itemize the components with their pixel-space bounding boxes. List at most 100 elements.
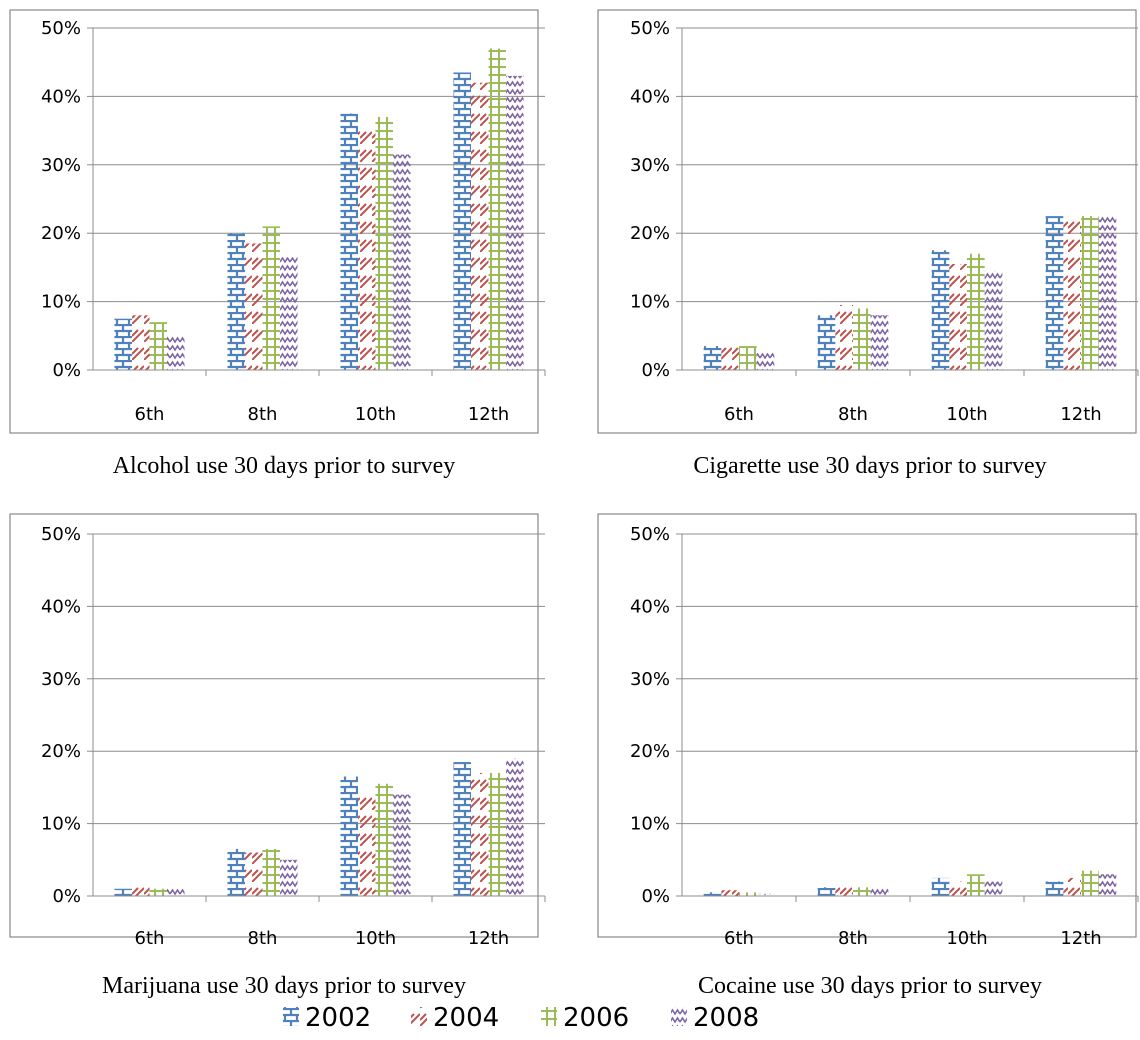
bar-12th-2008 (506, 758, 524, 896)
bar-10th-2008 (393, 794, 411, 896)
bar-6th-2008 (167, 335, 185, 370)
y-tick-label: 0% (52, 886, 81, 907)
chart-frame (9, 513, 539, 938)
bar-8th-2008 (870, 315, 889, 370)
legend-swatch (671, 1007, 687, 1026)
legend-label: 2002 (305, 1003, 371, 1033)
bar-6th-2004 (131, 315, 150, 370)
bar-10th-2008 (393, 154, 411, 370)
x-tick-label: 12th (468, 928, 509, 949)
y-tick-label: 10% (630, 814, 670, 835)
y-tick-label: 40% (41, 596, 81, 617)
legend-entry-2004: 2004 (411, 1003, 499, 1033)
bar-10th-2002 (931, 250, 950, 370)
x-tick-label: 8th (838, 404, 868, 425)
bar-12th-2006 (488, 48, 507, 371)
bar-8th-2006 (853, 308, 871, 370)
bar-8th-2004 (244, 852, 263, 896)
chart-title: Cocaine use 30 days prior to survey (698, 973, 1042, 999)
bar-12th-2006 (1081, 216, 1099, 370)
bar-6th-2004 (721, 342, 739, 370)
bar-8th-2002 (817, 887, 836, 896)
bar-12th-2008 (1098, 874, 1117, 896)
x-tick-label: 12th (1060, 928, 1101, 949)
y-tick-label: 20% (41, 741, 81, 762)
bar-10th-2002 (340, 776, 358, 896)
bar-12th-2006 (488, 772, 507, 896)
y-tick-label: 20% (630, 741, 670, 762)
bar-6th-2006 (149, 888, 168, 896)
bar-10th-2002 (340, 113, 358, 370)
bar-6th-2008 (756, 352, 775, 370)
bar-8th-2004 (835, 305, 853, 370)
y-tick-label: 30% (630, 669, 670, 690)
bar-10th-2008 (984, 881, 1003, 896)
x-tick-label: 10th (946, 928, 987, 949)
bar-8th-2008 (280, 859, 298, 896)
chart-panel-2: 0% 10% 20% 30% 40% 50% 6th 8th 10th 12th Cigarette… (597, 9, 1139, 479)
bar-12th-2004 (1063, 219, 1081, 370)
charts-layer: 0% 10% 20% 30% 40% 50% 6th 8th 10th 12th Alcohol u… (9, 9, 1139, 999)
bar-10th-2006 (967, 253, 985, 370)
x-tick-label: 8th (248, 404, 278, 425)
legend-swatch (411, 1007, 427, 1026)
x-tick-label: 10th (946, 404, 987, 425)
bar-10th-2006 (375, 116, 394, 370)
chart-title: Alcohol use 30 days prior to survey (113, 453, 456, 479)
x-tick-label: 10th (355, 404, 396, 425)
bar-12th-2004 (470, 82, 489, 370)
bar-10th-2006 (967, 874, 985, 896)
legend-swatch (283, 1007, 299, 1026)
bar-6th-2002 (703, 892, 722, 896)
x-tick-label: 10th (355, 928, 396, 949)
y-tick-label: 40% (630, 596, 670, 617)
bar-8th-2002 (817, 315, 836, 370)
y-tick-label: 10% (41, 814, 81, 835)
bar-8th-2006 (853, 887, 871, 896)
y-tick-label: 40% (630, 86, 670, 107)
bar-12th-2002 (453, 762, 471, 896)
legend: 2002 2004 2006 2008 (283, 1003, 759, 1033)
bar-6th-2006 (739, 892, 757, 896)
chart-panel-3: 0% 10% 20% 30% 40% 50% 6th 8th 10th 12th Marijuana… (9, 513, 546, 999)
legend-swatch (541, 1007, 557, 1026)
y-tick-label: 10% (41, 292, 81, 313)
bar-8th-2002 (227, 848, 245, 896)
bar-8th-2008 (870, 888, 889, 896)
y-tick-label: 30% (41, 155, 81, 176)
y-tick-label: 10% (630, 292, 670, 313)
y-tick-label: 20% (630, 223, 670, 244)
legend-label: 2008 (693, 1003, 759, 1033)
bar-6th-2004 (721, 890, 739, 896)
chart-title: Marijuana use 30 days prior to survey (102, 973, 466, 999)
bar-8th-2008 (280, 257, 298, 370)
x-tick-label: 6th (724, 928, 754, 949)
bar-12th-2004 (470, 772, 489, 896)
x-tick-label: 8th (248, 928, 278, 949)
x-tick-label: 8th (838, 928, 868, 949)
bar-8th-2006 (262, 848, 281, 896)
x-tick-label: 6th (135, 404, 165, 425)
legend-entry-2002: 2002 (283, 1003, 371, 1033)
bar-12th-2002 (1045, 881, 1064, 896)
bar-6th-2002 (114, 318, 132, 370)
x-tick-label: 6th (724, 404, 754, 425)
chart-frame (597, 513, 1137, 938)
x-tick-label: 6th (135, 928, 165, 949)
bar-6th-2006 (739, 346, 757, 370)
bar-6th-2008 (756, 893, 775, 896)
y-tick-label: 50% (630, 524, 670, 545)
bar-10th-2002 (931, 877, 950, 896)
bar-6th-2008 (167, 888, 185, 896)
y-tick-label: 0% (52, 360, 81, 381)
bar-8th-2002 (227, 233, 245, 370)
chart-panel-4: 0% 10% 20% 30% 40% 50% 6th 8th 10th 12th Cocaine u… (597, 513, 1139, 999)
chart-frame (9, 9, 539, 434)
bar-12th-2006 (1081, 870, 1099, 896)
bar-10th-2006 (375, 783, 394, 896)
bar-10th-2004 (949, 263, 967, 370)
chart-frame (597, 9, 1137, 434)
bar-10th-2008 (984, 270, 1003, 370)
y-tick-label: 0% (641, 360, 670, 381)
